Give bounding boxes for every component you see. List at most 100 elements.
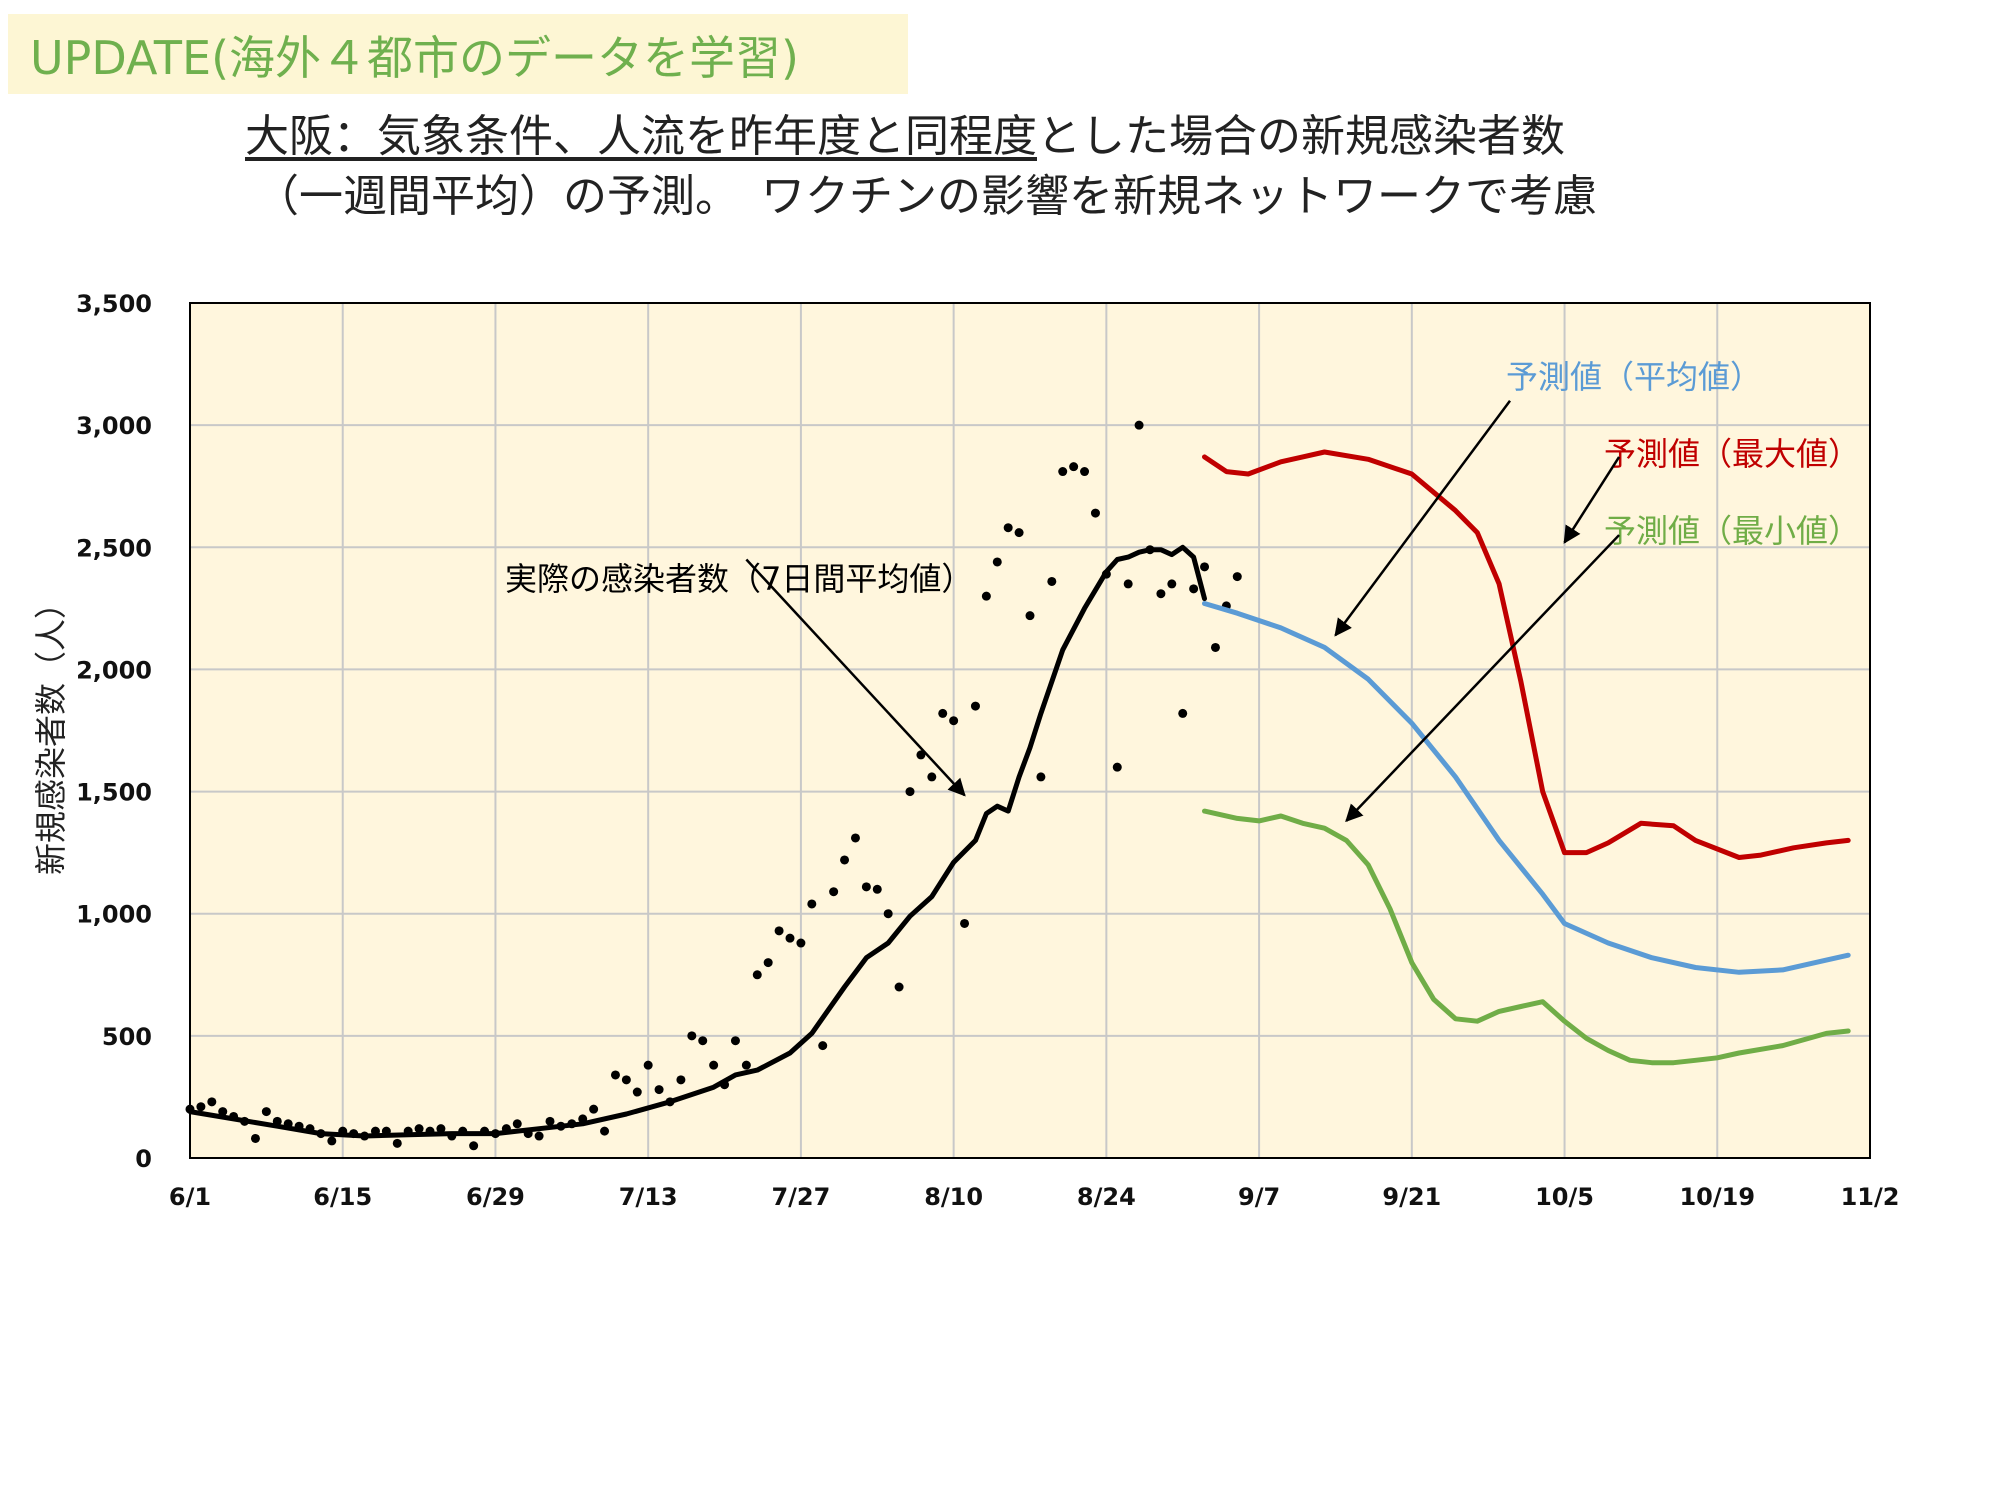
daily-cases-point <box>894 982 904 992</box>
daily-cases-point <box>1200 562 1210 572</box>
daily-cases-point <box>687 1031 697 1041</box>
annotation-arrow <box>1563 456 1621 544</box>
daily-cases-point <box>1189 584 1199 594</box>
daily-cases-point <box>1003 523 1013 533</box>
daily-cases-point <box>250 1133 260 1143</box>
daily-cases-point <box>338 1126 348 1136</box>
daily-cases-point <box>1080 467 1090 477</box>
daily-cases-point <box>272 1116 282 1126</box>
daily-cases-point <box>698 1036 708 1046</box>
annotation-label: 予測値（平均値） <box>1506 358 1762 396</box>
y-tick-label: 0 <box>135 1145 152 1173</box>
daily-cases-point <box>829 887 839 897</box>
daily-cases-point <box>316 1129 326 1139</box>
page-title-underlined: 大阪：気象条件、人流を昨年度と同程度 <box>245 111 1037 162</box>
daily-cases-point <box>1167 579 1177 589</box>
daily-cases-point <box>763 958 773 968</box>
series-line-pred-avg <box>1202 601 1851 975</box>
annotation-arrow <box>1334 399 1512 637</box>
update-badge-text: UPDATE(海外４都市のデータを学習) <box>30 31 799 85</box>
daily-cases-point <box>1134 420 1144 430</box>
daily-cases-point <box>610 1070 620 1080</box>
x-tick-label: 6/1 <box>169 1183 211 1211</box>
daily-cases-point <box>1145 545 1155 555</box>
daily-cases-point <box>512 1119 522 1129</box>
daily-cases-point <box>796 938 806 948</box>
plot-area <box>190 303 1870 1158</box>
daily-cases-point <box>1090 508 1100 518</box>
daily-cases-point <box>185 1104 195 1114</box>
daily-cases-point <box>1069 462 1079 472</box>
daily-cases-point <box>381 1126 391 1136</box>
daily-cases-point <box>349 1129 359 1139</box>
series-line-pred-max <box>1202 449 1851 860</box>
axes: 0 500 1,000 1,500 2,000 2,500 3,000 3,500 6/1 6/1… <box>76 290 1899 1211</box>
daily-cases-point <box>643 1060 653 1070</box>
daily-cases-point <box>1058 467 1068 477</box>
daily-cases-point <box>840 855 850 865</box>
daily-cases-point <box>1101 569 1111 579</box>
daily-cases-point <box>240 1116 250 1126</box>
x-tick-label: 6/15 <box>313 1183 372 1211</box>
daily-cases-point <box>665 1097 675 1107</box>
page-title-line1-rest: とした場合の新規感染者数 <box>1037 111 1565 162</box>
daily-cases-point <box>883 909 893 919</box>
daily-cases-point <box>1210 642 1220 652</box>
x-tick-label: 10/19 <box>1679 1183 1755 1211</box>
daily-cases-point <box>196 1102 206 1112</box>
y-tick-label: 2,000 <box>76 656 152 684</box>
y-tick-label: 3,000 <box>76 412 152 440</box>
daily-cases-point <box>370 1126 380 1136</box>
daily-cases-point <box>523 1129 533 1139</box>
daily-cases-point <box>447 1131 457 1141</box>
daily-cases-point <box>807 899 817 909</box>
daily-cases-point <box>425 1126 435 1136</box>
daily-cases-point <box>632 1087 642 1097</box>
daily-cases-point <box>1156 589 1166 599</box>
daily-cases-point <box>360 1131 370 1141</box>
series-line-pred-min <box>1202 808 1851 1066</box>
daily-cases-point <box>469 1141 479 1151</box>
x-tick-label: 10/5 <box>1535 1183 1594 1211</box>
y-axis-title: 新規感染者数（人） <box>32 587 70 875</box>
update-badge: UPDATE(海外４都市のデータを学習) <box>8 14 908 94</box>
daily-cases-point <box>600 1126 610 1136</box>
daily-cases-point <box>567 1119 577 1129</box>
daily-cases-point <box>283 1119 293 1129</box>
daily-cases-point <box>578 1114 588 1124</box>
daily-cases-point <box>861 882 871 892</box>
daily-cases-point <box>545 1116 555 1126</box>
x-tick-label: 11/2 <box>1841 1183 1900 1211</box>
daily-cases-point <box>218 1107 228 1117</box>
daily-cases-point <box>207 1097 217 1107</box>
x-tick-label: 9/21 <box>1382 1183 1441 1211</box>
page-title-line2: （一週間平均）の予測。 ワクチンの影響を新規ネットワークで考慮 <box>255 171 1597 222</box>
daily-cases-point <box>949 716 959 726</box>
daily-cases-point <box>1036 772 1046 782</box>
daily-cases-point <box>774 926 784 936</box>
x-tick-label: 9/7 <box>1238 1183 1280 1211</box>
daily-cases-point <box>534 1131 544 1141</box>
daily-cases-point <box>785 933 795 943</box>
daily-cases-point <box>981 591 991 601</box>
daily-cases-point <box>294 1121 304 1131</box>
x-tick-label: 7/27 <box>771 1183 830 1211</box>
daily-cases-point <box>730 1036 740 1046</box>
daily-cases-point <box>414 1124 424 1134</box>
x-tick-label: 6/29 <box>466 1183 525 1211</box>
daily-cases-point <box>403 1126 413 1136</box>
daily-cases-point <box>938 708 948 718</box>
y-tick-label: 2,500 <box>76 534 152 562</box>
daily-cases-point <box>752 970 762 980</box>
daily-cases-point <box>927 772 937 782</box>
daily-cases-point <box>905 787 915 797</box>
daily-cases-point <box>621 1075 631 1085</box>
daily-cases-point <box>1123 579 1133 589</box>
daily-cases-point <box>458 1126 468 1136</box>
x-tick-label: 8/10 <box>924 1183 983 1211</box>
daily-cases-point <box>229 1111 239 1121</box>
daily-cases-point <box>1014 528 1024 538</box>
daily-cases-point <box>676 1075 686 1085</box>
plot-frame <box>189 302 1871 1159</box>
